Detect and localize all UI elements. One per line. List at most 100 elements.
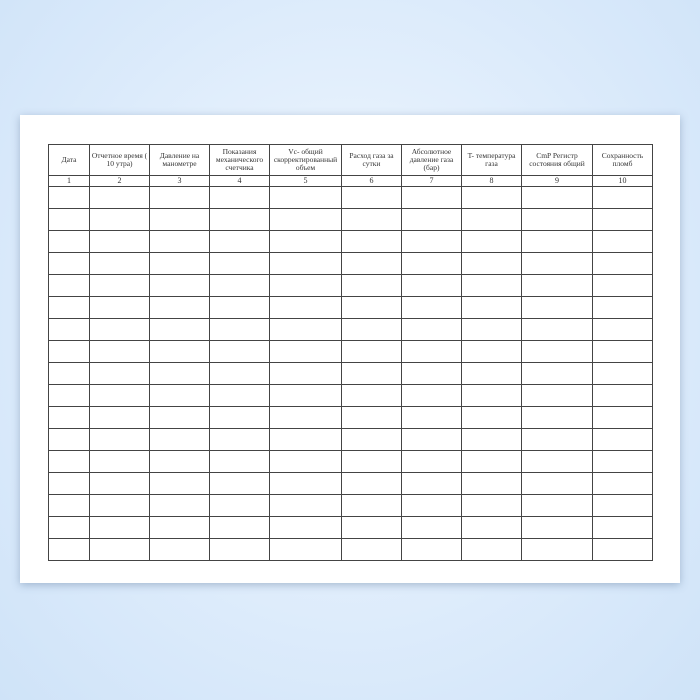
table-cell[interactable] <box>149 318 210 341</box>
table-cell[interactable] <box>521 230 593 253</box>
table-cell[interactable] <box>521 472 593 495</box>
table-cell[interactable] <box>461 516 522 539</box>
table-cell[interactable] <box>521 538 593 561</box>
table-cell[interactable] <box>401 340 462 363</box>
table-cell[interactable] <box>521 406 593 429</box>
table-cell[interactable] <box>209 230 270 253</box>
table-cell[interactable] <box>592 274 653 297</box>
table-cell[interactable] <box>48 472 90 495</box>
table-cell[interactable] <box>269 186 342 209</box>
table-cell[interactable] <box>592 406 653 429</box>
table-cell[interactable] <box>401 538 462 561</box>
table-cell[interactable] <box>209 384 270 407</box>
table-cell[interactable] <box>341 406 402 429</box>
table-cell[interactable] <box>341 516 402 539</box>
table-cell[interactable] <box>461 186 522 209</box>
table-cell[interactable] <box>149 230 210 253</box>
table-cell[interactable] <box>48 340 90 363</box>
table-cell[interactable] <box>341 384 402 407</box>
table-cell[interactable] <box>48 450 90 473</box>
table-cell[interactable] <box>592 428 653 451</box>
table-cell[interactable] <box>209 362 270 385</box>
table-cell[interactable] <box>401 494 462 517</box>
table-cell[interactable] <box>401 252 462 275</box>
table-cell[interactable] <box>209 538 270 561</box>
table-cell[interactable] <box>269 252 342 275</box>
table-cell[interactable] <box>269 538 342 561</box>
table-cell[interactable] <box>149 296 210 319</box>
table-cell[interactable] <box>521 318 593 341</box>
table-cell[interactable] <box>401 450 462 473</box>
table-cell[interactable] <box>401 186 462 209</box>
table-cell[interactable] <box>209 318 270 341</box>
table-cell[interactable] <box>269 274 342 297</box>
table-cell[interactable] <box>521 208 593 231</box>
table-cell[interactable] <box>149 472 210 495</box>
table-cell[interactable] <box>209 450 270 473</box>
table-cell[interactable] <box>401 428 462 451</box>
table-cell[interactable] <box>592 516 653 539</box>
table-cell[interactable] <box>209 186 270 209</box>
table-cell[interactable] <box>48 186 90 209</box>
table-cell[interactable] <box>341 362 402 385</box>
table-cell[interactable] <box>521 384 593 407</box>
table-cell[interactable] <box>461 274 522 297</box>
table-cell[interactable] <box>209 274 270 297</box>
table-cell[interactable] <box>521 362 593 385</box>
table-cell[interactable] <box>269 340 342 363</box>
table-cell[interactable] <box>521 252 593 275</box>
table-cell[interactable] <box>89 538 150 561</box>
table-cell[interactable] <box>592 384 653 407</box>
table-cell[interactable] <box>341 450 402 473</box>
table-cell[interactable] <box>48 230 90 253</box>
table-cell[interactable] <box>89 186 150 209</box>
table-cell[interactable] <box>269 516 342 539</box>
table-cell[interactable] <box>341 230 402 253</box>
table-cell[interactable] <box>48 384 90 407</box>
table-cell[interactable] <box>341 186 402 209</box>
table-cell[interactable] <box>592 318 653 341</box>
table-cell[interactable] <box>461 230 522 253</box>
table-cell[interactable] <box>149 274 210 297</box>
table-cell[interactable] <box>461 208 522 231</box>
table-cell[interactable] <box>592 186 653 209</box>
table-cell[interactable] <box>89 252 150 275</box>
table-cell[interactable] <box>341 494 402 517</box>
table-cell[interactable] <box>149 428 210 451</box>
table-cell[interactable] <box>209 516 270 539</box>
table-cell[interactable] <box>89 450 150 473</box>
table-cell[interactable] <box>401 362 462 385</box>
table-cell[interactable] <box>149 450 210 473</box>
table-cell[interactable] <box>592 362 653 385</box>
table-cell[interactable] <box>269 318 342 341</box>
table-cell[interactable] <box>269 450 342 473</box>
table-cell[interactable] <box>341 538 402 561</box>
table-cell[interactable] <box>592 296 653 319</box>
table-cell[interactable] <box>89 384 150 407</box>
table-cell[interactable] <box>461 472 522 495</box>
table-cell[interactable] <box>341 208 402 231</box>
table-cell[interactable] <box>48 538 90 561</box>
table-cell[interactable] <box>89 208 150 231</box>
table-cell[interactable] <box>592 450 653 473</box>
table-cell[interactable] <box>89 296 150 319</box>
table-cell[interactable] <box>89 318 150 341</box>
table-cell[interactable] <box>401 406 462 429</box>
table-cell[interactable] <box>209 340 270 363</box>
table-cell[interactable] <box>149 186 210 209</box>
table-cell[interactable] <box>48 406 90 429</box>
table-cell[interactable] <box>149 340 210 363</box>
table-cell[interactable] <box>401 230 462 253</box>
table-cell[interactable] <box>269 296 342 319</box>
table-cell[interactable] <box>209 296 270 319</box>
table-cell[interactable] <box>89 230 150 253</box>
table-cell[interactable] <box>341 428 402 451</box>
table-cell[interactable] <box>341 296 402 319</box>
table-cell[interactable] <box>592 230 653 253</box>
table-cell[interactable] <box>89 362 150 385</box>
table-cell[interactable] <box>521 516 593 539</box>
table-cell[interactable] <box>592 494 653 517</box>
table-cell[interactable] <box>149 362 210 385</box>
table-cell[interactable] <box>209 208 270 231</box>
table-cell[interactable] <box>269 428 342 451</box>
